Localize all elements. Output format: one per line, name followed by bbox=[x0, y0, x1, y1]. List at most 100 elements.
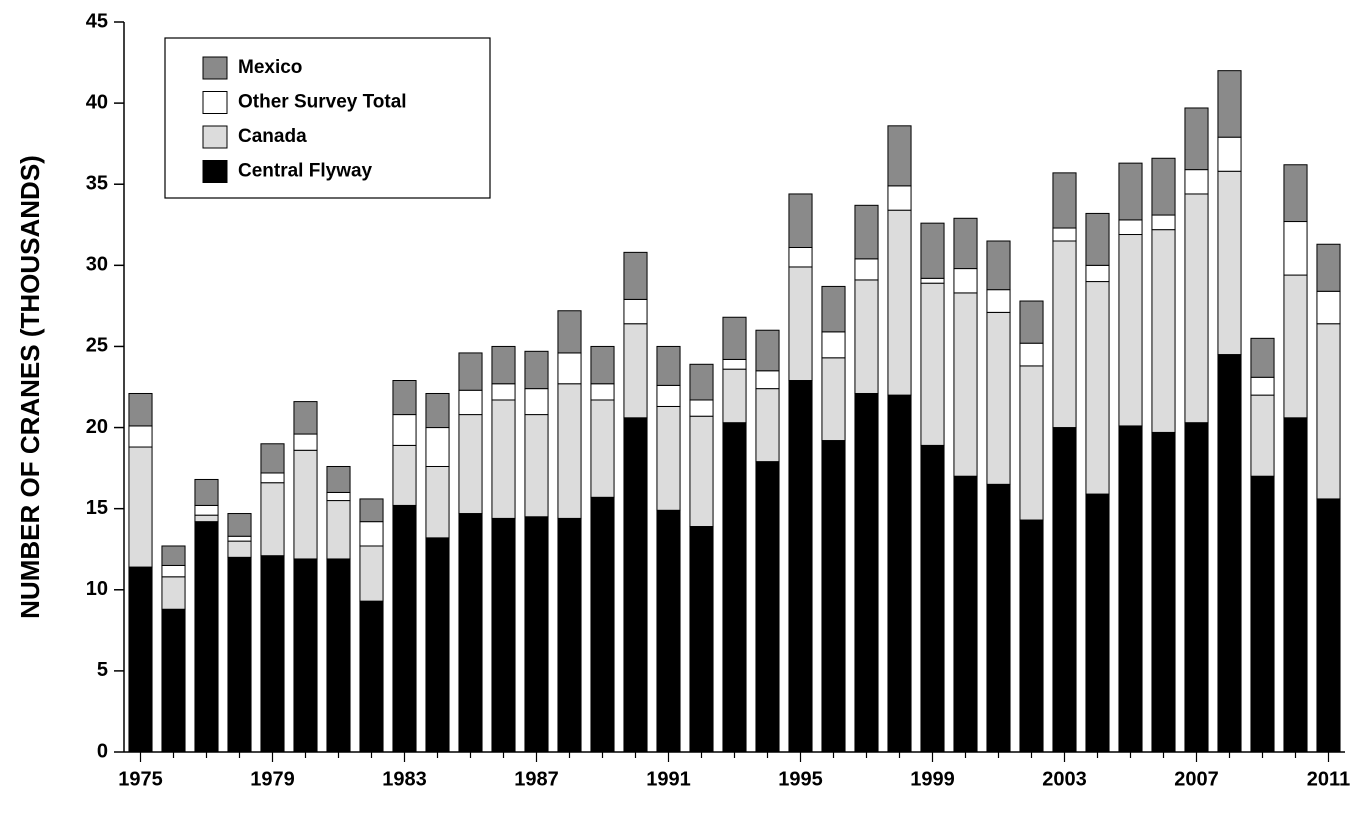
bar-segment bbox=[689, 526, 714, 753]
bar-segment bbox=[524, 516, 549, 753]
bar-segment bbox=[788, 266, 813, 382]
bar-segment bbox=[722, 358, 747, 370]
y-tick-label: 40 bbox=[86, 91, 108, 113]
bar-segment bbox=[293, 449, 318, 560]
bar-segment bbox=[887, 394, 912, 753]
bar-segment bbox=[293, 558, 318, 753]
bar-segment bbox=[656, 405, 681, 511]
bar-segment bbox=[1184, 107, 1209, 171]
bar-segment bbox=[1184, 169, 1209, 195]
bar-segment bbox=[491, 383, 516, 401]
bar-segment bbox=[392, 444, 417, 506]
bar-segment bbox=[359, 498, 384, 523]
bar-segment bbox=[722, 422, 747, 753]
bar-segment bbox=[1217, 136, 1242, 172]
bar-segment bbox=[524, 388, 549, 416]
legend-label: Canada bbox=[238, 126, 307, 147]
bar-segment bbox=[1283, 164, 1308, 223]
legend-swatch bbox=[202, 125, 228, 149]
bar-segment bbox=[821, 357, 846, 442]
bar-segment bbox=[887, 209, 912, 396]
bar-segment bbox=[1316, 323, 1341, 500]
bar-segment bbox=[1151, 157, 1176, 216]
bar-segment bbox=[524, 414, 549, 518]
bar-segment bbox=[194, 514, 219, 523]
bar-segment bbox=[1217, 170, 1242, 356]
legend-label: Central Flyway bbox=[238, 161, 373, 182]
bar-segment bbox=[194, 504, 219, 516]
bar-segment bbox=[821, 285, 846, 333]
x-tick-label: 2007 bbox=[1174, 768, 1219, 790]
bar-segment bbox=[656, 345, 681, 386]
bar-segment bbox=[326, 491, 351, 502]
bar-segment bbox=[590, 496, 615, 753]
bar-segment bbox=[623, 251, 648, 300]
bar-segment bbox=[1250, 394, 1275, 477]
bar-segment bbox=[1085, 493, 1110, 753]
bar-segment bbox=[194, 478, 219, 506]
bar-segment bbox=[326, 465, 351, 493]
bar-segment bbox=[260, 443, 285, 474]
bar-segment bbox=[788, 380, 813, 753]
bar-segment bbox=[1118, 219, 1143, 236]
x-tick-label: 1975 bbox=[118, 768, 163, 790]
bar-segment bbox=[491, 345, 516, 385]
bar-segment bbox=[359, 600, 384, 753]
bar-segment bbox=[458, 389, 483, 416]
bar-segment bbox=[227, 556, 252, 753]
bar-segment bbox=[524, 350, 549, 390]
bar-segment bbox=[1316, 498, 1341, 753]
bar-segment bbox=[920, 282, 945, 446]
bar-segment bbox=[1052, 172, 1077, 229]
bar-segment bbox=[557, 383, 582, 519]
bar-segment bbox=[425, 537, 450, 753]
x-tick-label: 2003 bbox=[1042, 768, 1087, 790]
bar-segment bbox=[953, 217, 978, 270]
bar-segment bbox=[854, 279, 879, 394]
bar-segment bbox=[161, 608, 186, 753]
bar-segment bbox=[227, 535, 252, 542]
bar-segment bbox=[920, 277, 945, 284]
bar-segment bbox=[194, 521, 219, 753]
bar-segment bbox=[1283, 221, 1308, 276]
bar-segment bbox=[623, 298, 648, 325]
bar-segment bbox=[1250, 376, 1275, 396]
y-tick-label: 5 bbox=[97, 659, 108, 681]
bar-segment bbox=[425, 465, 450, 539]
bar-segment bbox=[1283, 274, 1308, 419]
legend-swatch bbox=[202, 91, 228, 114]
bar-segment bbox=[854, 258, 879, 281]
bar-segment bbox=[128, 566, 153, 753]
bar-segment bbox=[1019, 300, 1044, 344]
bar-segment bbox=[1085, 281, 1110, 495]
bar-segment bbox=[326, 558, 351, 753]
x-tick-label: 1999 bbox=[910, 768, 955, 790]
bar-segment bbox=[260, 482, 285, 557]
bar-segment bbox=[392, 504, 417, 753]
bar-segment bbox=[623, 417, 648, 753]
bar-segment bbox=[1184, 193, 1209, 424]
bar-segment bbox=[887, 125, 912, 187]
bar-segment bbox=[557, 517, 582, 753]
bar-segment bbox=[491, 517, 516, 753]
bar-segment bbox=[1019, 342, 1044, 367]
y-tick-label: 30 bbox=[86, 254, 108, 276]
y-axis-label: NUMBER OF CRANES (THOUSANDS) bbox=[15, 155, 45, 619]
legend-label: Mexico bbox=[238, 57, 302, 78]
x-tick-label: 1979 bbox=[250, 768, 295, 790]
bar-segment bbox=[722, 368, 747, 424]
bar-segment bbox=[1052, 227, 1077, 242]
legend-swatch bbox=[202, 160, 228, 183]
bar-segment bbox=[755, 461, 780, 753]
bar-segment bbox=[755, 388, 780, 463]
legend-swatch bbox=[202, 56, 228, 80]
bar-segment bbox=[425, 427, 450, 467]
bar-segment bbox=[590, 345, 615, 385]
bar-segment bbox=[1151, 214, 1176, 231]
bar-segment bbox=[1118, 425, 1143, 753]
bar-segment bbox=[1250, 337, 1275, 378]
bar-segment bbox=[1118, 162, 1143, 221]
bar-segment bbox=[557, 352, 582, 385]
bar-segment bbox=[491, 399, 516, 519]
